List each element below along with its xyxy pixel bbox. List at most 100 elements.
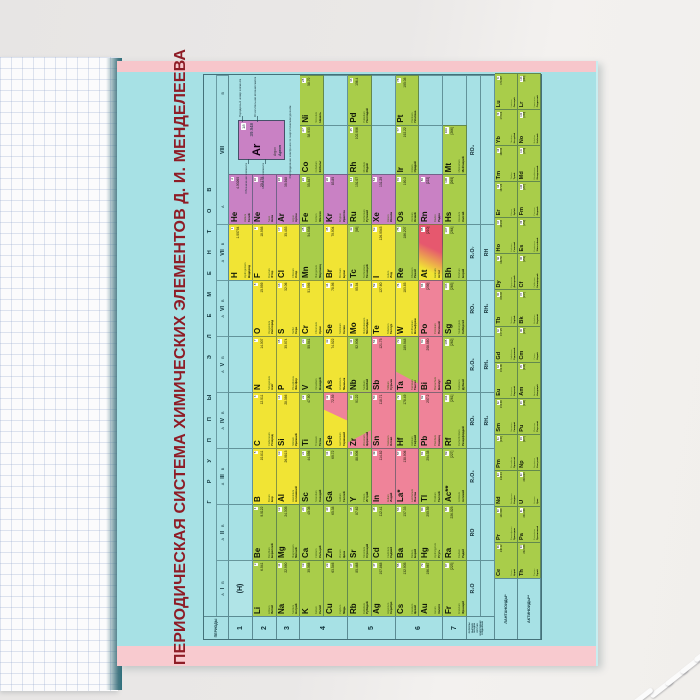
element-symbol: Ir <box>396 166 406 173</box>
element-cell-K: 19 39.098 K Kalium Калий <box>300 559 325 616</box>
atomic-number: 58 <box>496 544 500 550</box>
element-name-russian: Бром <box>341 270 346 278</box>
atomic-mass: 131.29 <box>378 176 383 187</box>
group-header-III: А III В <box>217 448 229 504</box>
empty-cell <box>229 335 253 392</box>
header-right: ГРУППЫ ЭЛЕМЕНТОВ А I В А II В А III В А IV В А V В А VI В А… <box>204 75 229 616</box>
atomic-mass: 167.26 <box>500 183 504 192</box>
element-symbol: Ac** <box>443 485 453 502</box>
atomic-number: 30 <box>324 506 330 512</box>
element-symbol: Kr <box>324 213 334 222</box>
series-row-lanthanoids: ЛАНТАНОИДЫ* 58 140.12 Ce Cerium Церий 59 140.90… <box>494 73 518 639</box>
element-symbol: No <box>518 135 525 144</box>
subgroup-b-label: В <box>220 299 225 302</box>
atomic-mass: 106.4 <box>354 77 359 86</box>
element-cell-Tb: 65 158.93 Tb Terbium Тербий <box>494 289 518 326</box>
subgroup-a-label: А <box>220 370 225 373</box>
atomic-number: 20 <box>300 506 306 512</box>
group-header-IV: А IV В <box>217 392 229 448</box>
element-name-latin: Protactinium <box>534 528 537 540</box>
element-cell-Se: 34 78.96 Se Selenium Селен <box>324 279 348 336</box>
element-name-russian: Рений <box>413 269 418 278</box>
element-symbol: Sc <box>300 492 310 502</box>
period-number: 5 <box>347 615 396 639</box>
element-cell-Eu: 63 151.96 Eu Europium Европий <box>494 361 518 398</box>
element-name-russian: Калий <box>317 605 322 614</box>
subgroup-a-label: А <box>220 315 225 318</box>
element-cell-B: 5 10.811 B Borum Бор <box>252 447 277 504</box>
element-cell-Gd: 64 157.25 Gd Gadolinium Гадолиний <box>494 325 518 362</box>
element-symbol: Bi <box>419 381 429 390</box>
element-symbol: Fm <box>518 206 525 216</box>
element-symbol: Ra <box>443 547 453 558</box>
element-symbol: S <box>277 328 287 334</box>
atomic-number: 31 <box>324 450 330 456</box>
element-symbol: Eu <box>495 388 502 396</box>
element-name-russian: Лоуренсий <box>536 95 539 108</box>
element-symbol: Ag <box>372 603 382 614</box>
atomic-number: 1 <box>229 226 235 231</box>
atomic-mass: 50.941 <box>307 338 312 349</box>
element-name-russian: Серебро <box>389 601 394 614</box>
element-cell-Ga: 31 69.72 Ga Gallium Галлий <box>324 447 348 504</box>
element-symbol: Am <box>518 386 525 396</box>
element-name-russian: Фосфор <box>294 378 299 390</box>
groups-header: ГРУППЫ ЭЛЕМЕНТОВ <box>204 75 217 616</box>
atomic-number: 6 <box>253 394 259 399</box>
atomic-number: 56 <box>396 506 401 512</box>
atomic-mass: 157.25 <box>500 328 504 336</box>
element-symbol: Zr <box>348 437 358 446</box>
element-symbol: Np <box>518 460 525 468</box>
element-symbol: Fe <box>300 212 310 222</box>
element-cell-Yb: 70 173.04 Yb Ytterbium Иттербий <box>494 109 518 146</box>
formulas-label: ФОРМУЛЫ ВЫСШИХ ОКСИДОВ ЛЕТУЧИХ ВОДОРОДНЫХ СО… <box>466 616 495 639</box>
element-symbol: Md <box>518 171 525 180</box>
atomic-number: 24 <box>300 282 306 288</box>
element-name-latin: Terbium <box>511 316 514 324</box>
element-cell-Li: 3 6.941 Li Lithium Литий <box>252 559 277 616</box>
subgroup-b-label: В <box>220 92 225 95</box>
element-symbol: Ba <box>396 547 406 558</box>
element-symbol: K <box>300 608 310 614</box>
element-cell-F: 9 18.998 F Fluorum Фтор <box>252 223 277 280</box>
element-name-russian: Церий <box>513 569 516 576</box>
legend-atomic-mass: 39.948 <box>248 123 254 137</box>
atomic-mass: 232.038 <box>523 544 527 554</box>
atomic-mass: 39.098 <box>307 562 312 573</box>
period-number: 4 <box>300 615 348 639</box>
element-name-russian: Ртуть <box>436 549 441 558</box>
element-symbol: Tc <box>348 269 358 278</box>
oxide-formula: R₂O₅ <box>466 336 481 392</box>
element-cell-U: 92 238.029 U Uranium Уран <box>517 469 541 506</box>
element-cell-At: 85 [210] At Astatum Астат <box>419 223 444 280</box>
atomic-mass: [262] <box>450 338 455 346</box>
element-symbol: U <box>518 499 525 504</box>
element-cell-H: 1 1.00794 H Hydrogenium Водород <box>229 223 253 280</box>
subgroup-b-label: В <box>220 581 225 584</box>
group-header-VII: А VII В <box>217 224 229 280</box>
element-cell-Rf: 104 [261] Rf Rutherfordium Резерфордий <box>443 391 467 448</box>
element-name-latin: Ytterbium <box>511 134 514 144</box>
atomic-mass: [227] <box>450 450 455 458</box>
element-name-russian: Теллур <box>389 323 394 334</box>
element-symbol: Ho <box>495 243 502 252</box>
element-symbol: Si <box>277 438 287 446</box>
element-cell-Pb: 82 207.2 Pb Plumbum Свинец <box>419 391 444 448</box>
element-cell-Ac: 89 [227] Ac** Actinium Актиний <box>443 447 467 504</box>
element-cell-P: 15 30.974 P Phosphorus Фосфор <box>276 335 301 392</box>
oxide-formula: R₂O <box>466 560 481 616</box>
element-symbol: Rb <box>348 603 358 614</box>
element-cell-Ba: 56 137.33 Ba Barium Барий <box>395 503 420 560</box>
atomic-number: 94 <box>519 400 523 405</box>
element-cell-Es: 99 [252] Es Einsteinium Эйнштейний <box>517 217 541 254</box>
element-name-russian: Олово <box>389 436 394 446</box>
atomic-number: 104 <box>443 394 449 402</box>
atomic-number: 55 <box>396 562 401 568</box>
element-symbol: Ru <box>348 211 358 222</box>
element-cell-Re: 75 186.207 Re Rhenium Рений <box>395 223 420 280</box>
atomic-mass: 208.980 <box>426 338 431 351</box>
element-symbol: H <box>229 272 239 278</box>
element-name-russian: Кальций <box>317 545 322 558</box>
element-symbol: Y <box>348 496 358 502</box>
